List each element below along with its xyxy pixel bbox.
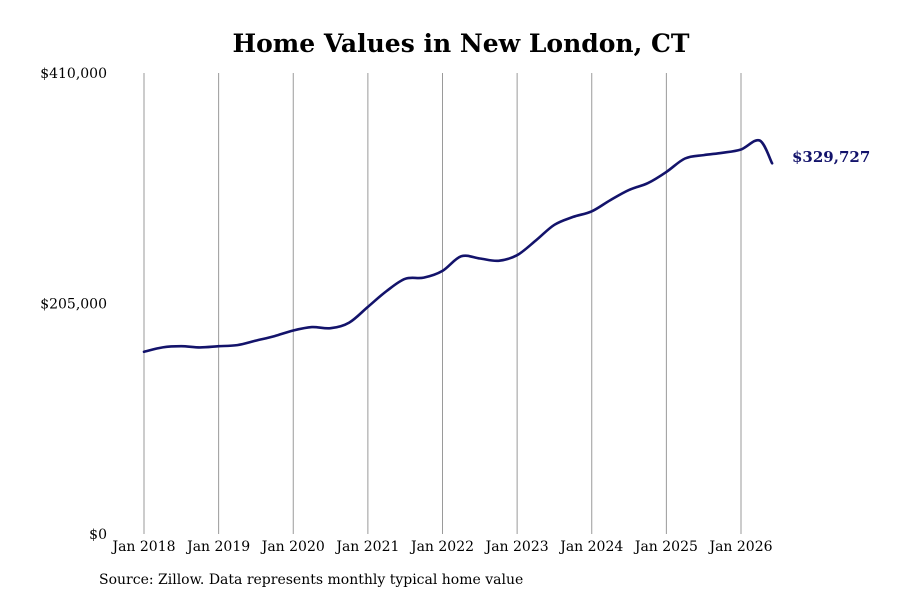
- x-tick-label: Jan 2018: [110, 539, 175, 555]
- y-tick-label: $410,000: [40, 66, 107, 82]
- gridlines: [143, 73, 742, 534]
- x-tick-label: Jan 2025: [633, 539, 698, 555]
- series-line-home-value: [142, 138, 774, 354]
- y-axis-ticks: $0 $205,000 $410,000: [40, 66, 107, 543]
- x-tick-label: Jan 2022: [409, 539, 474, 555]
- y-tick-label: $205,000: [40, 297, 107, 313]
- x-tick-label: Jan 2026: [707, 539, 772, 555]
- source-note: Source: Zillow. Data represents monthly …: [99, 572, 524, 588]
- x-axis-ticks: Jan 2018 Jan 2019 Jan 2020 Jan 2021 Jan 2022…: [110, 539, 772, 555]
- chart-title: Home Values in New London, CT: [232, 29, 689, 58]
- x-tick-label: Jan 2019: [185, 539, 250, 555]
- x-tick-label: Jan 2020: [260, 539, 325, 555]
- y-tick-label: $0: [89, 527, 107, 543]
- end-value-label: $329,727: [792, 148, 870, 166]
- x-tick-label: Jan 2024: [558, 539, 623, 555]
- x-tick-label: Jan 2023: [484, 539, 549, 555]
- x-tick-label: Jan 2021: [334, 539, 399, 555]
